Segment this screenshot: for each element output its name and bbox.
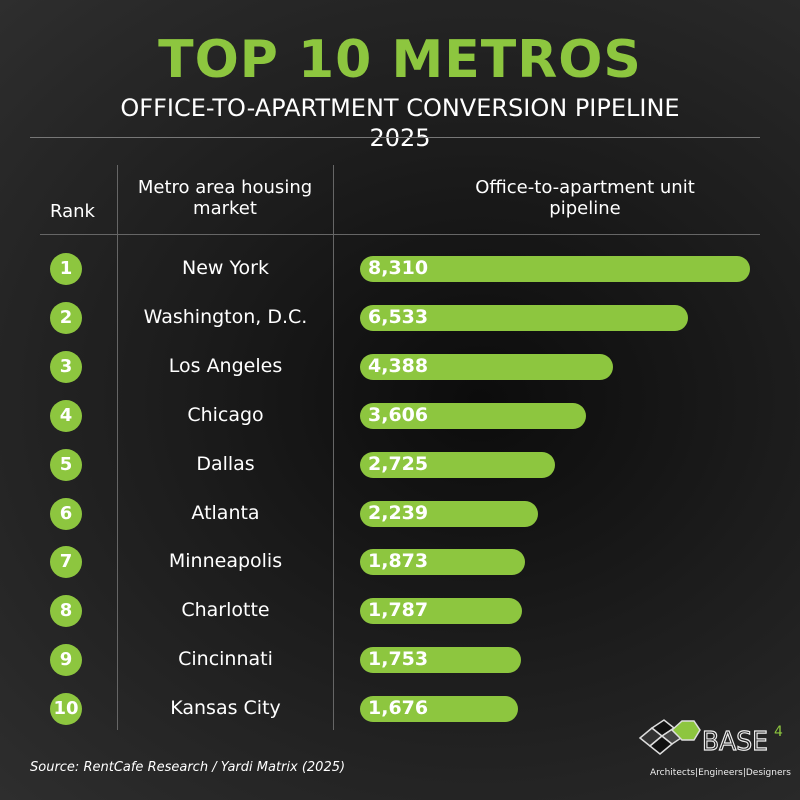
metro-label: Cincinnati (178, 648, 273, 671)
metro-label: Kansas City (170, 697, 281, 720)
table-row: 4 Chicago 3,606 (0, 396, 800, 436)
column-divider (117, 165, 118, 730)
base4-logo: BASE 4 (638, 719, 783, 758)
rank-badge: 7 (50, 546, 82, 579)
bar (360, 598, 523, 625)
bar-value-label: 2,239 (368, 501, 429, 524)
rank-badge: 9 (50, 644, 82, 677)
table-row: 8 Charlotte 1,787 (0, 591, 800, 631)
title-divider (30, 137, 760, 138)
chart-subtitle: OFFICE-TO-APARTMENT CONVERSION PIPELINE (120, 94, 680, 122)
metro-label: Chicago (187, 403, 264, 426)
rank-badge: 2 (50, 301, 82, 334)
bar-value-label: 4,388 (368, 354, 429, 377)
rank-badge: 6 (50, 497, 82, 530)
table-row: 7 Minneapolis 1,873 (0, 542, 800, 582)
header-metro: Metro area housing market (137, 177, 313, 219)
bar (360, 256, 750, 282)
bar (360, 304, 688, 331)
logo-tagline: Architects|Engineers|Designers (650, 768, 791, 778)
metro-label: Minneapolis (168, 550, 283, 573)
rank-badge: 3 (50, 350, 82, 383)
bar-value-label: 1,787 (368, 599, 429, 622)
bar (360, 549, 526, 576)
rank-badge: 8 (50, 595, 82, 628)
table-row: 3 Los Angeles 4,388 (0, 347, 800, 387)
table-row: 5 Dallas 2,725 (0, 445, 800, 485)
bar-value-label: 1,676 (368, 697, 429, 720)
rank-badge: 5 (50, 448, 82, 481)
source-note: Source: RentCafe Research / Yardi Matrix… (30, 760, 346, 775)
bar-value-label: 1,873 (368, 550, 429, 573)
table-row: 6 Atlanta 2,239 (0, 494, 800, 534)
bar-value-label: 1,753 (368, 648, 429, 671)
metro-label: Atlanta (191, 501, 260, 524)
chart-year: 2025 (369, 124, 431, 152)
bar-value-label: 3,606 (368, 403, 429, 426)
header-value: Office-to-apartment unit pipeline (475, 177, 695, 219)
bar (360, 696, 519, 723)
bar (360, 500, 539, 527)
bar (360, 353, 614, 380)
bar (360, 647, 522, 674)
metro-label: Dallas (196, 452, 255, 475)
column-divider (333, 165, 334, 730)
table-row: 10 Kansas City 1,676 (0, 689, 800, 729)
metro-label: Washington, D.C. (143, 305, 308, 328)
bar-value-label: 8,310 (368, 257, 429, 279)
table-row: 2 Washington, D.C. 6,533 (0, 298, 800, 338)
bar-value-label: 6,533 (368, 305, 429, 328)
rank-badge: 1 (50, 253, 82, 285)
metro-label: Los Angeles (168, 354, 283, 377)
svg-text:4: 4 (774, 724, 783, 740)
table-row: 1 New York 8,310 (0, 249, 800, 289)
table-row: 9 Cincinnati 1,753 (0, 640, 800, 680)
svg-text:BASE: BASE (702, 727, 768, 757)
header-rank: Rank (50, 201, 95, 222)
bar (360, 451, 556, 478)
bar (360, 402, 586, 429)
chart-title: TOP 10 METROS (158, 30, 642, 90)
bar-value-label: 2,725 (368, 452, 429, 475)
metro-label: Charlotte (181, 599, 270, 622)
header-divider (40, 234, 760, 235)
rank-badge: 10 (50, 693, 82, 726)
rank-badge: 4 (50, 399, 82, 432)
metro-label: New York (181, 257, 269, 279)
